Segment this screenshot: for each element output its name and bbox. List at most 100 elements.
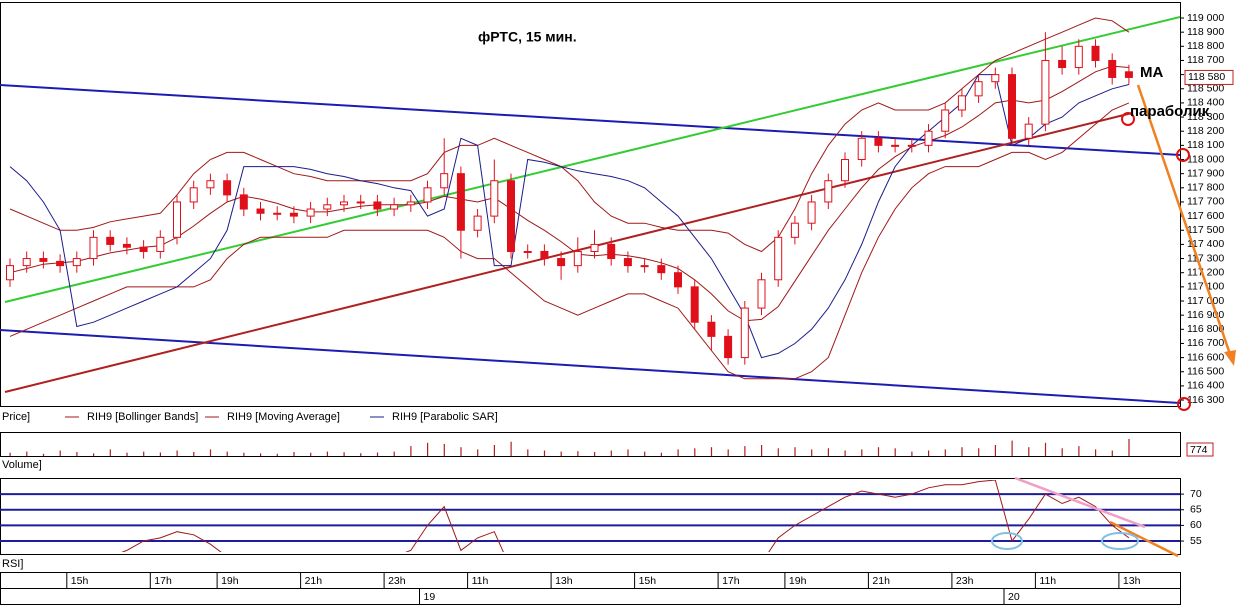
candle-body: [1041, 59, 1050, 125]
volume-bar: [42, 453, 45, 456]
rsi-arrow: [1109, 520, 1179, 558]
candle-body: [423, 187, 432, 203]
volume-bar: [761, 445, 763, 456]
volume-bar: [527, 449, 529, 456]
y-tick-label: 60: [1190, 519, 1202, 531]
candle-body: [1008, 74, 1016, 139]
legend-label: RIH9 [Parabolic SAR]: [392, 411, 498, 423]
volume-bar: [794, 447, 796, 456]
volume-bar: [427, 442, 429, 456]
volume-bar: [493, 445, 495, 456]
candle-body: [657, 265, 666, 274]
volume-bar: [543, 450, 546, 456]
y-tick-label: 116 500: [1187, 366, 1224, 378]
candle-body: [1124, 71, 1133, 78]
volume-bar: [827, 448, 829, 456]
y-tick-label: 116 600: [1187, 351, 1224, 363]
candle-body: [623, 258, 632, 267]
y-tick-label: 117 800: [1187, 182, 1224, 194]
volume-bar: [744, 446, 746, 456]
rsi-pane: [0, 478, 1181, 555]
date-label: 20: [1008, 591, 1020, 603]
volume-bar: [961, 447, 963, 456]
forecast-arrow: [1136, 84, 1234, 361]
candle-body: [790, 222, 799, 238]
volume-bar: [660, 452, 662, 456]
date-label: 19: [424, 591, 436, 603]
candle-body: [507, 180, 515, 252]
x-tick-label: 17h: [154, 575, 172, 587]
candle-body: [440, 173, 449, 189]
last-price-label: 118 580: [1188, 71, 1225, 83]
candle-body: [724, 335, 733, 359]
y-tick-label: 117 900: [1187, 167, 1224, 179]
volume-bar: [727, 449, 729, 456]
candle-body: [356, 201, 365, 204]
candle-body: [373, 201, 382, 210]
candle-body: [1024, 123, 1033, 139]
x-tick-label: 19h: [221, 575, 239, 587]
legend-label: RIH9 [Bollinger Bands]: [87, 411, 198, 423]
y-tick-label: 116 400: [1187, 380, 1224, 392]
candle-body: [289, 212, 298, 217]
trend-line: [4, 112, 1133, 393]
volume-bar: [360, 453, 362, 456]
candle-body: [6, 265, 14, 281]
pane-label: Price]: [2, 411, 30, 423]
candle-body: [206, 180, 215, 189]
candle-body: [390, 204, 399, 210]
candle-body: [674, 272, 682, 288]
volume-bar: [176, 450, 178, 456]
y-tick-label: 118 000: [1187, 153, 1224, 165]
rsi-highlight: [991, 532, 1023, 550]
y-tick-label: 117 600: [1187, 210, 1224, 222]
volume-bar: [1061, 448, 1063, 456]
y-tick-label: 117 500: [1187, 224, 1224, 236]
volume-bar: [861, 449, 863, 456]
y-tick-label: 65: [1190, 504, 1202, 516]
volume-bar: [1128, 438, 1130, 456]
volume-bar: [710, 447, 713, 456]
candle-body: [857, 137, 866, 161]
candle-body: [924, 130, 933, 146]
volume-bar: [811, 449, 813, 456]
candle-body: [707, 321, 716, 337]
bollinger-band: [9, 102, 1130, 380]
x-tick-label: 21h: [305, 575, 323, 587]
rsi-trend: [1014, 476, 1146, 529]
volume-bar: [1095, 449, 1097, 456]
candle-body: [106, 236, 115, 245]
candle-body: [841, 159, 849, 182]
legend-label: RIH9 [Moving Average]: [227, 411, 340, 423]
marker-circle: [1176, 148, 1190, 162]
volume-bar: [109, 449, 111, 456]
candle-body: [473, 215, 482, 231]
candle-body: [1074, 45, 1083, 69]
candle-body: [590, 243, 599, 252]
price-plot: [0, 16, 1180, 404]
volume-bar: [443, 443, 445, 456]
volume-bar: [1011, 440, 1013, 456]
candle-body: [874, 137, 883, 146]
candle-body: [957, 95, 966, 111]
volume-bar: [376, 452, 379, 456]
volume-bar: [978, 448, 980, 456]
volume-bar: [894, 448, 896, 456]
volume-bar: [343, 452, 345, 456]
volume-bar: [293, 452, 295, 456]
candle-body: [807, 201, 816, 224]
candle-body: [156, 236, 165, 252]
y-tick-label: 116 700: [1187, 337, 1224, 349]
candle-body: [406, 201, 415, 206]
volume-bar: [844, 450, 846, 456]
channel-line: [0, 329, 1180, 404]
x-tick-label: 15h: [639, 575, 657, 587]
volume-bar: [243, 452, 245, 456]
candle-body: [490, 180, 499, 217]
volume-bar: [627, 449, 629, 456]
volume-bar: [677, 449, 679, 456]
candle-body: [774, 236, 783, 281]
candle-body: [1091, 45, 1100, 61]
candle-body: [690, 286, 699, 323]
y-tick-label: 118 900: [1187, 26, 1224, 38]
